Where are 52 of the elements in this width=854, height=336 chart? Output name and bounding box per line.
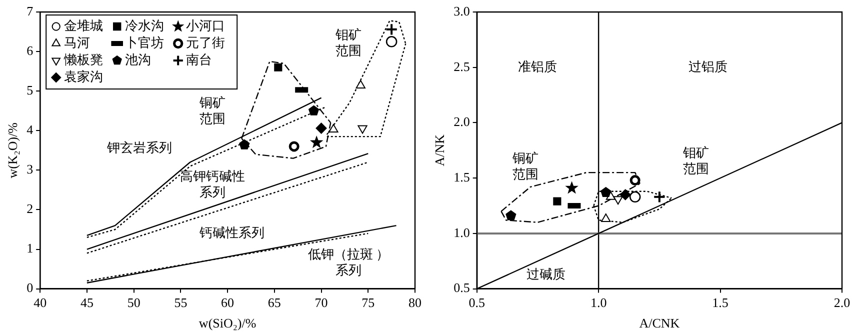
annotation: 铜矿范围 [198, 95, 226, 126]
legend-label: 金堆城 [64, 18, 104, 33]
annotation: 过碱质 [526, 266, 566, 282]
legend-label: 元了街 [186, 34, 226, 50]
y-tick-label: 1.5 [454, 170, 470, 184]
legend-label: 小河口 [186, 18, 226, 33]
x-tick-label: 55 [174, 295, 188, 310]
y-tick-label: 6 [26, 42, 34, 58]
annotation: 高钾钙碱性系列 [180, 168, 246, 200]
y-tick-label: 3.0 [454, 3, 470, 18]
x-tick-label: 80 [408, 295, 422, 310]
legend-label: 马河 [64, 34, 90, 50]
legend-label: 懒板凳 [63, 52, 104, 67]
y-axis-title: w(K₂O)/% [5, 122, 20, 178]
y-tick-label: 4 [26, 122, 34, 138]
legend-label: 冷水沟 [125, 18, 164, 33]
annotation: 钼矿范围 [334, 26, 362, 58]
annotation: 过铝质 [688, 58, 728, 74]
annotation: 准铝质 [518, 58, 558, 74]
y-tick-label: 7 [26, 3, 34, 18]
legend-label: 池沟 [125, 52, 152, 67]
x-tick-label: 45 [80, 295, 94, 310]
y-tick-label: 1 [26, 240, 34, 256]
y-tick-label: 1.0 [454, 224, 470, 240]
annotation: 钾玄岩系列 [106, 140, 172, 155]
x-tick-label: 1.0 [590, 295, 607, 310]
x-tick-label: 65 [268, 295, 281, 310]
annotation: 钙碱性系列 [198, 224, 265, 240]
x-tick-label: 0.5 [468, 295, 485, 310]
y-tick-label: 3 [26, 162, 34, 177]
legend-label: 袁家沟 [64, 68, 104, 84]
annotation: 低钾（拉斑 ）系列 [308, 246, 390, 278]
y-tick-label: 5 [26, 82, 34, 98]
annotation: 铜矿范围 [511, 150, 538, 182]
legend-label: 卜官坊 [125, 34, 164, 50]
x-axis-title: A/CNK [639, 316, 680, 331]
x-tick-label: 60 [221, 295, 234, 310]
x-tick-label: 70 [314, 295, 328, 310]
y-axis-title: A/NK [432, 134, 448, 166]
x-tick-label: 40 [34, 295, 47, 310]
y-tick-label: 0 [26, 280, 34, 296]
x-axis-title: w(SiO₂)/% [198, 316, 256, 331]
x-tick-label: 2.0 [834, 295, 850, 310]
x-tick-label: 50 [127, 295, 140, 310]
annotation: 钼矿范围 [682, 144, 709, 176]
y-tick-label: 2.0 [454, 114, 470, 130]
y-tick-label: 2 [26, 201, 34, 216]
x-tick-label: 75 [362, 295, 375, 310]
x-tick-label: 1.5 [712, 295, 728, 310]
legend-label: 南台 [186, 52, 212, 67]
y-tick-label: 0.5 [454, 280, 470, 296]
y-tick-label: 2.5 [454, 58, 470, 74]
